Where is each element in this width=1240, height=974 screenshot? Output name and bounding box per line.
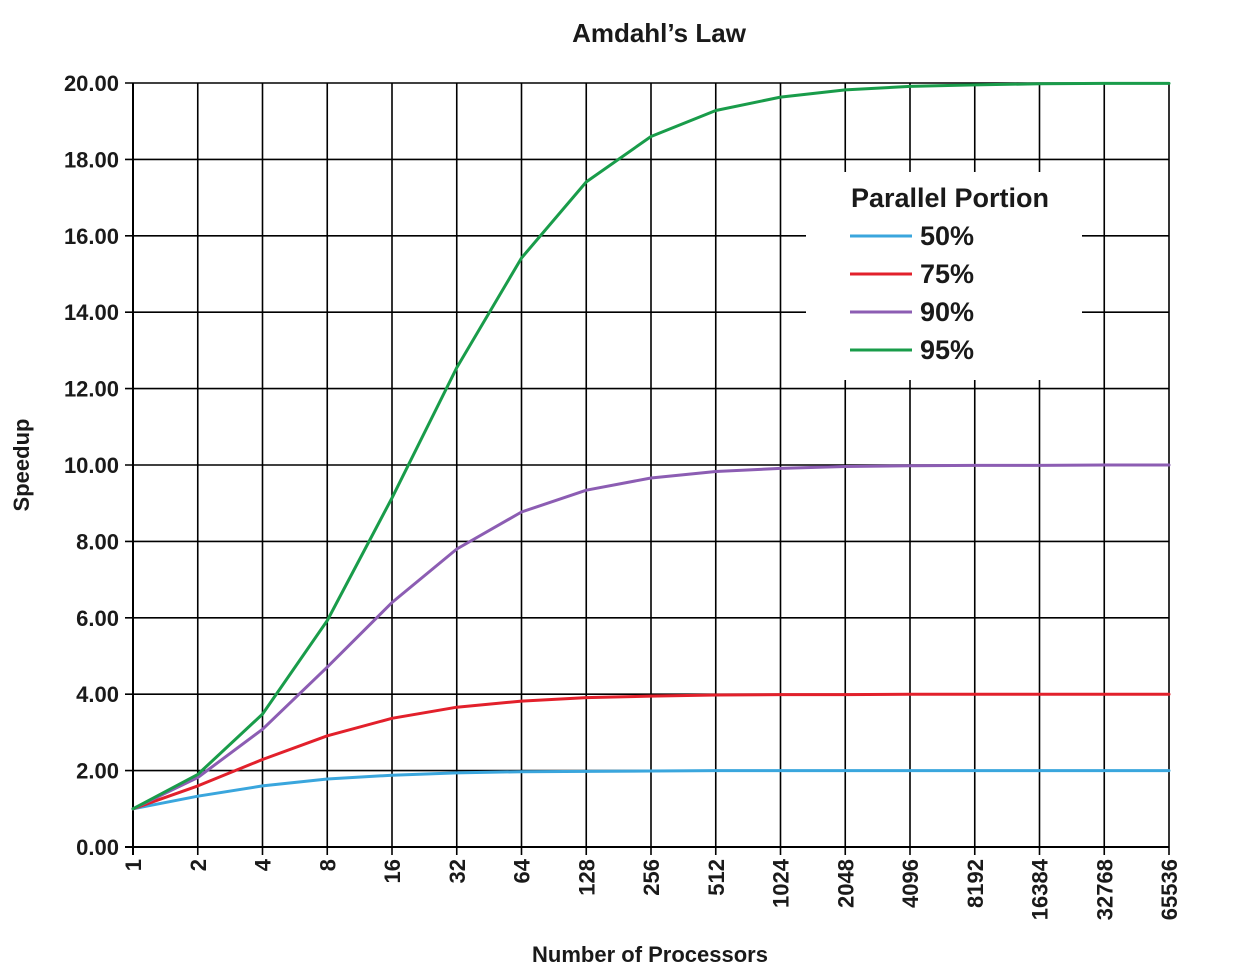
y-tick-labels: 0.00 2.00 4.00 6.00 8.00 10.00 12.00 14.00 16.00…	[64, 71, 119, 860]
x-tick-label: 64	[510, 858, 535, 883]
x-tick-label: 32768	[1092, 859, 1117, 920]
legend-title: Parallel Portion	[851, 183, 1049, 213]
legend: Parallel Portion 50% 75% 90% 95%	[806, 172, 1082, 380]
y-tick-label: 20.00	[64, 71, 119, 96]
series-line-50pct	[131, 769, 1171, 811]
y-tick-label: 10.00	[64, 453, 119, 478]
x-tick-label: 512	[704, 859, 729, 896]
legend-background	[806, 172, 1082, 380]
x-axis-label: Number of Processors	[532, 942, 768, 967]
x-tick-label: 256	[639, 859, 664, 896]
x-tick-label: 2	[186, 859, 211, 871]
x-tick-label: 8	[315, 859, 340, 871]
x-tick-label: 8192	[963, 859, 988, 908]
y-tick-label: 4.00	[76, 682, 119, 707]
y-tick-label: 6.00	[76, 606, 119, 631]
y-tick-label: 2.00	[76, 759, 119, 784]
chart-title: Amdahl’s Law	[572, 18, 747, 48]
series-lines	[131, 81, 1171, 811]
x-tick-label: 2048	[833, 859, 858, 908]
y-tick-label: 14.00	[64, 300, 119, 325]
x-tick-label: 32	[445, 859, 470, 883]
legend-label: 95%	[920, 335, 974, 365]
x-tick-label: 128	[574, 859, 599, 896]
x-tick-labels: 1 2 4 8 16 32 64 128 256 512 1024 2048 4096 8192 16384…	[121, 858, 1182, 920]
x-tick-label: 16384	[1028, 858, 1053, 920]
x-tick-label: 1024	[769, 858, 794, 908]
y-tick-label: 0.00	[76, 835, 119, 860]
x-tick-label: 4096	[898, 859, 923, 908]
series-line-95pct	[131, 81, 1171, 811]
legend-label: 75%	[920, 259, 974, 289]
y-tick-label: 8.00	[76, 529, 119, 554]
x-tick-label: 65536	[1157, 859, 1182, 920]
y-tick-label: 16.00	[64, 224, 119, 249]
x-tick-label: 16	[380, 859, 405, 883]
x-tick-label: 1	[121, 859, 146, 871]
series-line-75pct	[131, 692, 1171, 811]
legend-label: 50%	[920, 221, 974, 251]
legend-label: 90%	[920, 297, 974, 327]
series-line-90pct	[131, 463, 1171, 811]
y-axis-label: Speedup	[9, 419, 34, 512]
y-tick-label: 12.00	[64, 377, 119, 402]
y-tick-label: 18.00	[64, 147, 119, 172]
x-tick-label: 4	[251, 858, 276, 871]
